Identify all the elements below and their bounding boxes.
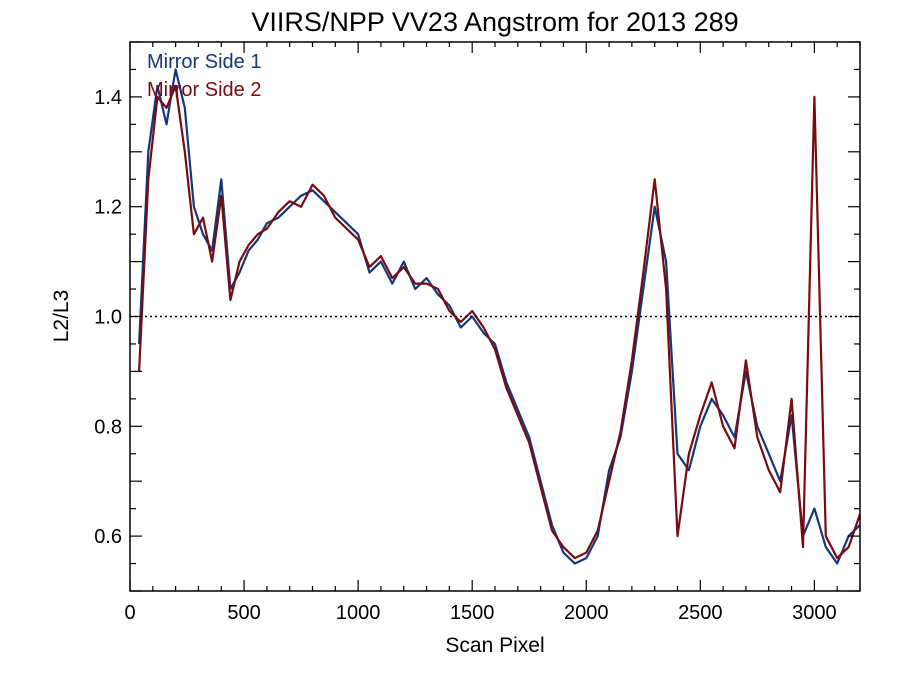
y-tick-label: 0.8 — [94, 416, 122, 438]
legend: Mirror Side 1 Mirror Side 2 — [147, 51, 261, 101]
series-layer — [138, 68, 860, 565]
series-line-2 — [138, 84, 860, 560]
y-axis: 0.6 0.8 1.0 1.2 1.4 — [94, 41, 860, 592]
x-axis-title: Scan Pixel — [445, 634, 544, 657]
legend-item-mirror-side-1: Mirror Side 1 — [147, 51, 261, 73]
x-tick-label: 3000 — [792, 602, 837, 624]
x-tick-label: 1500 — [450, 602, 495, 624]
y-axis-title: L2/L3 — [50, 290, 73, 343]
y-tick-label: 1.4 — [94, 87, 122, 109]
x-tick-label: 2000 — [564, 602, 609, 624]
legend-item-mirror-side-2: Mirror Side 2 — [147, 79, 261, 101]
series-line-1 — [138, 68, 860, 565]
y-tick-label: 1.2 — [94, 197, 122, 219]
x-axis: 0 500 1000 1500 2000 2500 3000 — [124, 42, 861, 624]
y-tick-label: 1.0 — [94, 307, 122, 329]
chart-title: VIIRS/NPP VV23 Angstrom for 2013 289 — [251, 7, 738, 37]
x-tick-label: 2500 — [678, 602, 723, 624]
x-tick-label: 500 — [227, 602, 260, 624]
x-tick-label: 1000 — [336, 602, 381, 624]
y-tick-label: 0.6 — [94, 526, 122, 548]
x-tick-label: 0 — [124, 602, 135, 624]
